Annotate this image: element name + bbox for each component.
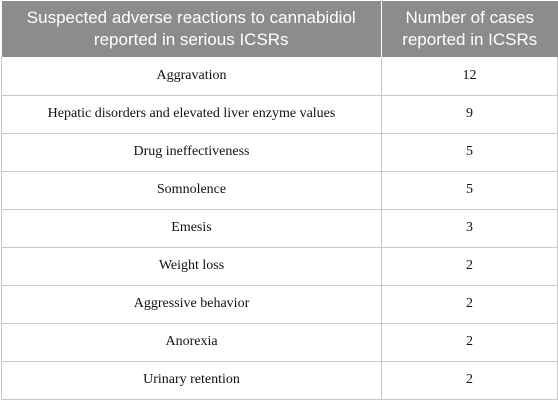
header-reaction: Suspected adverse reactions to cannabidi… (1, 1, 382, 57)
table-row: Urinary retention 2 (1, 361, 558, 400)
reaction-cell: Hepatic disorders and elevated liver enz… (1, 95, 382, 134)
table-row: Weight loss 2 (1, 247, 558, 286)
count-cell: 2 (381, 323, 558, 362)
count-cell: 5 (381, 133, 558, 172)
count-cell: 2 (381, 361, 558, 400)
count-cell: 12 (381, 57, 558, 96)
reaction-cell: Emesis (1, 209, 382, 248)
table-row: Somnolence 5 (1, 171, 558, 210)
table-row: Drug ineffectiveness 5 (1, 133, 558, 172)
reaction-cell: Somnolence (1, 171, 382, 210)
header-count: Number of cases reported in ICSRs (381, 1, 558, 57)
reaction-cell: Drug ineffectiveness (1, 133, 382, 172)
table-row: Hepatic disorders and elevated liver enz… (1, 95, 558, 134)
count-cell: 9 (381, 95, 558, 134)
reaction-cell: Aggressive behavior (1, 285, 382, 324)
reaction-cell: Anorexia (1, 323, 382, 362)
header-row: Suspected adverse reactions to cannabidi… (1, 1, 558, 57)
table-row: Anorexia 2 (1, 323, 558, 362)
table-header: Suspected adverse reactions to cannabidi… (1, 1, 558, 57)
reaction-cell: Urinary retention (1, 361, 382, 400)
reaction-cell: Weight loss (1, 247, 382, 286)
table-row: Emesis 3 (1, 209, 558, 248)
adverse-reactions-table: Suspected adverse reactions to cannabidi… (1, 1, 558, 400)
count-cell: 2 (381, 247, 558, 286)
table-body: Aggravation 12 Hepatic disorders and ele… (1, 57, 558, 400)
count-cell: 3 (381, 209, 558, 248)
table-row: Aggressive behavior 2 (1, 285, 558, 324)
table-row: Aggravation 12 (1, 57, 558, 96)
reaction-cell: Aggravation (1, 57, 382, 96)
count-cell: 5 (381, 171, 558, 210)
count-cell: 2 (381, 285, 558, 324)
